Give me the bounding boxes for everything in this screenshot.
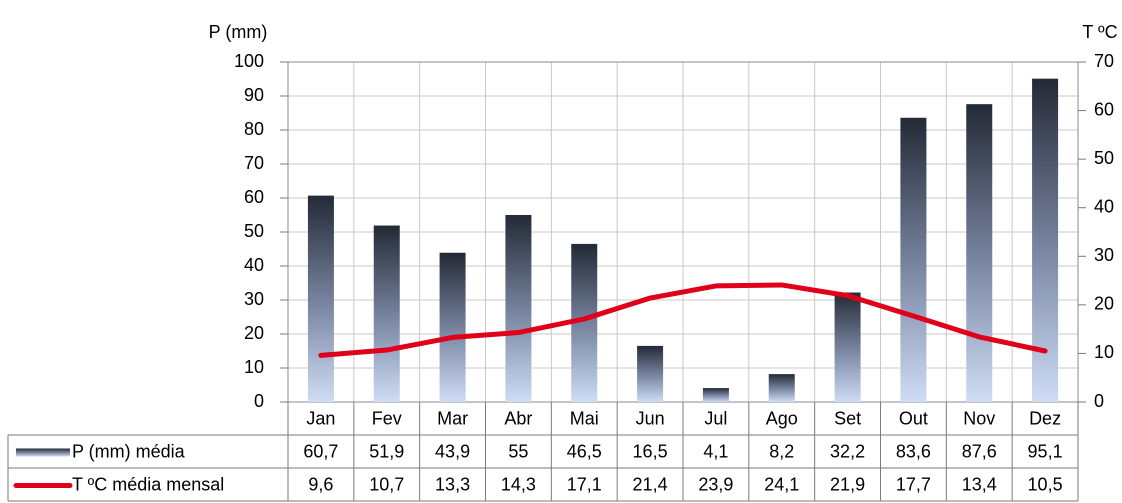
y-tick-label: 90	[244, 85, 264, 105]
x-tick-label: Mar	[437, 408, 468, 428]
table-value: 83,6	[896, 441, 931, 461]
bar	[834, 292, 861, 402]
bar	[373, 225, 400, 402]
y-tick-label: 30	[244, 289, 264, 309]
bar	[966, 104, 993, 402]
table-value: 13,3	[435, 474, 470, 494]
table-value: 8,2	[769, 441, 794, 461]
table-value: 24,1	[764, 474, 799, 494]
bar	[637, 345, 664, 402]
y2-tick-label: 0	[1094, 391, 1104, 411]
table-value: 87,6	[962, 441, 997, 461]
x-tick-label: Set	[834, 408, 861, 428]
bar	[307, 195, 334, 402]
table-value: 13,4	[962, 474, 997, 494]
y2-tick-label: 10	[1094, 342, 1114, 362]
y-tick-label: 70	[244, 153, 264, 173]
x-tick-label: Jul	[704, 408, 727, 428]
table-value: 14,3	[501, 474, 536, 494]
y2-tick-label: 30	[1094, 245, 1114, 265]
x-tick-label: Mai	[570, 408, 599, 428]
y2-axis-title: T ºC	[1082, 22, 1117, 42]
y-tick-label: 80	[244, 119, 264, 139]
table-value: 51,9	[369, 441, 404, 461]
table-value: 4,1	[703, 441, 728, 461]
table-value: 95,1	[1028, 441, 1063, 461]
table-value: 10,5	[1028, 474, 1063, 494]
x-tick-label: Out	[899, 408, 928, 428]
x-tick-label: Abr	[504, 408, 532, 428]
y-tick-label: 20	[244, 323, 264, 343]
table-value: 21,9	[830, 474, 865, 494]
x-tick-label: Dez	[1029, 408, 1061, 428]
table-value: 55	[508, 441, 528, 461]
x-tick-label: Ago	[766, 408, 798, 428]
bar	[900, 117, 927, 402]
y-tick-label: 0	[254, 391, 264, 411]
x-tick-label: Jun	[636, 408, 665, 428]
table-value: 46,5	[567, 441, 602, 461]
bar	[702, 388, 729, 402]
table-value: 17,7	[896, 474, 931, 494]
table-value: 21,4	[633, 474, 668, 494]
table-value: 32,2	[830, 441, 865, 461]
x-tick-label: Fev	[372, 408, 402, 428]
table-value: 43,9	[435, 441, 470, 461]
legend-label: P (mm) média	[72, 441, 186, 461]
y2-tick-label: 40	[1094, 196, 1114, 216]
y-tick-label: 50	[244, 221, 264, 241]
y2-tick-label: 60	[1094, 99, 1114, 119]
y2-tick-label: 70	[1094, 51, 1114, 71]
legend-label: T ºC média mensal	[72, 474, 224, 494]
bar	[768, 374, 795, 402]
bar	[439, 252, 466, 402]
bar	[505, 215, 532, 402]
y2-tick-label: 50	[1094, 148, 1114, 168]
table-value: 16,5	[633, 441, 668, 461]
table-value: 10,7	[369, 474, 404, 494]
y-tick-label: 60	[244, 187, 264, 207]
y-tick-label: 40	[244, 255, 264, 275]
y2-tick-label: 20	[1094, 294, 1114, 314]
line	[318, 282, 1048, 358]
table-value: 60,7	[303, 441, 338, 461]
y-tick-label: 10	[244, 357, 264, 377]
y-axis-title: P (mm)	[209, 22, 268, 42]
y-tick-label: 100	[234, 51, 264, 71]
legend-key	[16, 448, 70, 457]
x-tick-label: Nov	[963, 408, 995, 428]
table-value: 17,1	[567, 474, 602, 494]
x-tick-label: Jan	[306, 408, 335, 428]
table-value: 23,9	[698, 474, 733, 494]
table-value: 9,6	[308, 474, 333, 494]
